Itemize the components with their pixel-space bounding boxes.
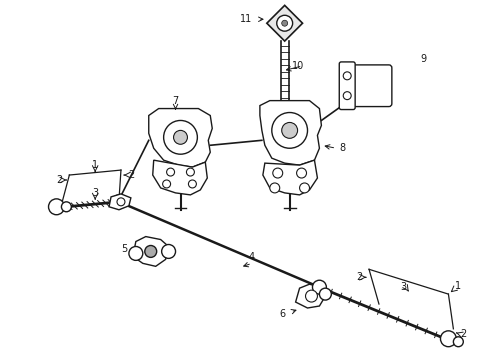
Text: 2: 2	[128, 170, 134, 180]
Circle shape	[272, 113, 308, 148]
Text: 10: 10	[293, 61, 305, 71]
Circle shape	[61, 202, 72, 212]
Circle shape	[319, 288, 331, 300]
Circle shape	[296, 168, 307, 178]
Text: 4: 4	[249, 252, 255, 262]
Circle shape	[306, 290, 318, 302]
Circle shape	[441, 331, 456, 347]
Circle shape	[163, 180, 171, 188]
Text: 6: 6	[280, 309, 286, 319]
Circle shape	[299, 183, 310, 193]
Circle shape	[453, 337, 464, 347]
Circle shape	[282, 20, 288, 26]
Circle shape	[189, 180, 196, 188]
Circle shape	[313, 280, 326, 294]
Circle shape	[117, 198, 125, 206]
Circle shape	[112, 195, 126, 209]
Text: 5: 5	[122, 244, 128, 255]
Polygon shape	[267, 5, 302, 41]
Circle shape	[343, 72, 351, 80]
Circle shape	[282, 122, 297, 138]
Polygon shape	[149, 109, 212, 167]
Polygon shape	[295, 284, 325, 308]
Text: 7: 7	[172, 96, 179, 105]
Circle shape	[167, 168, 174, 176]
Text: 8: 8	[339, 143, 345, 153]
Circle shape	[145, 246, 157, 257]
Text: 1: 1	[92, 160, 98, 170]
FancyBboxPatch shape	[346, 65, 392, 107]
Text: 2: 2	[460, 329, 466, 339]
Circle shape	[49, 199, 64, 215]
Text: 1: 1	[455, 281, 462, 291]
FancyBboxPatch shape	[339, 62, 355, 109]
Circle shape	[173, 130, 188, 144]
Polygon shape	[153, 160, 207, 195]
Circle shape	[273, 168, 283, 178]
Text: 3: 3	[92, 188, 98, 198]
Circle shape	[162, 244, 175, 258]
Circle shape	[187, 168, 195, 176]
Circle shape	[343, 92, 351, 100]
Text: 9: 9	[420, 54, 427, 64]
Text: 11: 11	[240, 14, 252, 24]
Text: 2: 2	[356, 272, 362, 282]
Polygon shape	[260, 100, 321, 165]
Polygon shape	[109, 194, 131, 210]
Circle shape	[270, 183, 280, 193]
Text: 2: 2	[56, 175, 63, 185]
Polygon shape	[263, 160, 318, 195]
Circle shape	[277, 15, 293, 31]
Circle shape	[129, 247, 143, 260]
Polygon shape	[133, 237, 169, 266]
Circle shape	[164, 121, 197, 154]
Text: 3: 3	[401, 282, 407, 292]
